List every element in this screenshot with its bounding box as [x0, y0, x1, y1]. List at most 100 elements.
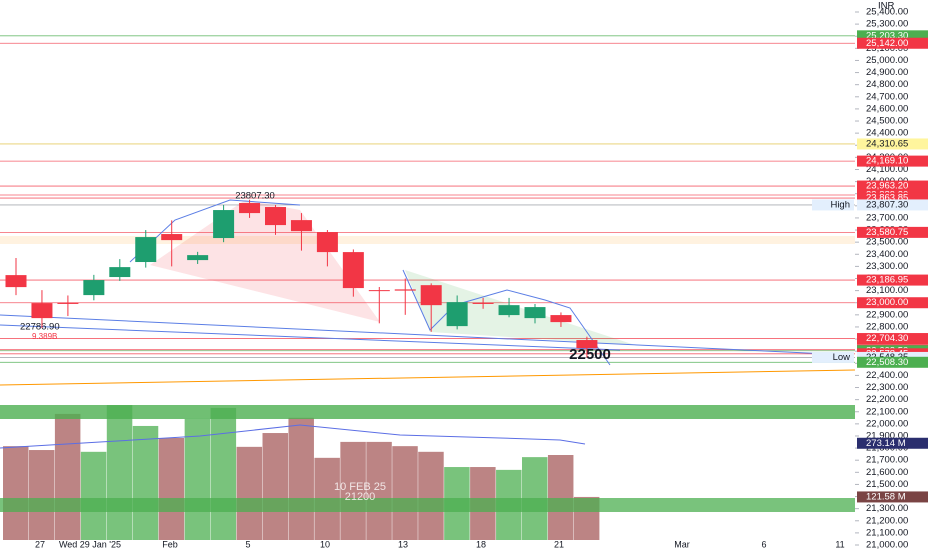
annotation: 10 FEB 25 — [334, 481, 386, 493]
volume-bar — [28, 450, 55, 540]
y-tick-label: 24,100.00 — [866, 164, 908, 175]
volume-bar — [340, 441, 366, 540]
candle-body — [83, 280, 105, 296]
pattern-shape — [405, 270, 635, 345]
price-badge — [857, 155, 928, 167]
candle-body — [420, 285, 442, 306]
y-tick-label: 25,000.00 — [866, 55, 908, 66]
candle-body — [5, 275, 27, 288]
y-tick-label: 21,100.00 — [866, 527, 908, 538]
volume-bar — [158, 438, 185, 540]
candle-body — [394, 289, 416, 291]
volume-badge-label: 273.14 M — [866, 438, 906, 449]
price-badge — [857, 30, 928, 42]
y-tick-label: 24,500.00 — [866, 116, 908, 127]
price-badge-label: 25,142.00 — [866, 38, 908, 49]
price-badge — [857, 356, 928, 368]
candle-body — [265, 207, 286, 226]
candle-body — [472, 302, 494, 304]
candle-body — [213, 210, 235, 239]
price-badge — [857, 37, 928, 49]
y-tick-label: 22,100.00 — [866, 406, 908, 417]
trend-line — [0, 314, 851, 356]
price-badge — [857, 297, 928, 309]
candle-body — [576, 340, 598, 349]
badge-tag — [812, 199, 854, 211]
candle-body — [316, 232, 338, 253]
price-badge-label: 22,704.30 — [866, 333, 908, 344]
y-tick-label: 22,900.00 — [866, 309, 908, 320]
zigzag — [402, 269, 611, 366]
price-badge-label: 23,807.30 — [866, 199, 908, 210]
y-tick-label: 22,400.00 — [866, 370, 908, 381]
volume-bar — [106, 405, 133, 540]
price-badge — [857, 226, 928, 238]
candle-body — [498, 305, 520, 316]
zone — [0, 236, 855, 244]
candle-body — [342, 252, 364, 289]
price-badge — [857, 180, 928, 192]
x-tick-label: Feb — [162, 539, 178, 549]
badge-tag — [812, 351, 854, 363]
y-tick-label: 23,300.00 — [866, 261, 908, 272]
price-badge — [857, 192, 928, 204]
candle-body — [57, 302, 79, 304]
volume-badge-label: 121.58 M — [866, 491, 906, 502]
candle-body — [109, 267, 131, 278]
x-tick-label: 10 — [320, 539, 330, 549]
volume-bar — [262, 433, 288, 540]
zone — [0, 498, 855, 512]
y-tick-label: 25,400.00 — [866, 7, 908, 18]
candle-body — [239, 203, 261, 214]
price-badge-label: 23,186.95 — [866, 275, 908, 286]
y-tick-label: 21,500.00 — [866, 479, 908, 490]
volume-bar — [418, 451, 444, 540]
candle-body — [187, 255, 209, 261]
price-badge — [857, 274, 928, 286]
price-badge-label: 24,310.65 — [866, 138, 908, 149]
y-tick-label: 24,600.00 — [866, 103, 908, 114]
volume-bar — [547, 455, 574, 540]
candle-body — [524, 307, 546, 319]
trend-line — [0, 369, 856, 386]
annotation: 22786.90 — [20, 322, 60, 333]
price-badge-label: 22,508.30 — [866, 357, 908, 368]
y-tick-label: 23,700.00 — [866, 212, 908, 223]
candle-body — [135, 237, 157, 263]
volume-bar — [80, 451, 107, 540]
volume-bar — [132, 425, 159, 540]
y-tick-label: 21,600.00 — [866, 467, 908, 478]
y-tick-label: 22,200.00 — [866, 394, 908, 405]
badge-tag-label: High — [830, 199, 850, 210]
x-tick-label: 13 — [398, 539, 408, 549]
annotation: 22500 — [569, 346, 611, 363]
trend-line — [0, 324, 621, 351]
y-tick-label: 22,300.00 — [866, 382, 908, 393]
volume-bar — [236, 446, 263, 540]
currency: INR — [878, 1, 895, 12]
x-tick-label: Mar — [674, 539, 690, 549]
zone — [0, 405, 855, 419]
pattern-shape — [150, 200, 380, 322]
y-tick-label: 23,100.00 — [866, 285, 908, 296]
x-tick-label: 21 — [554, 539, 564, 549]
price-badge-label: 25,203.30 — [866, 30, 908, 41]
candle-body — [446, 302, 468, 327]
price-badge-label: 23,580.75 — [866, 227, 908, 238]
candle-body — [290, 220, 312, 232]
candle-body — [161, 234, 183, 241]
x-tick-label: 6 — [761, 539, 766, 549]
volume-bar — [288, 417, 314, 540]
volume-bar — [392, 446, 418, 540]
y-tick-label: 24,800.00 — [866, 79, 908, 90]
volume-bar — [3, 446, 29, 540]
y-tick-label: 21,200.00 — [866, 515, 908, 526]
candle-body — [31, 303, 53, 319]
x-tick-label: 27 — [35, 539, 45, 549]
y-tick-label: 24,400.00 — [866, 128, 908, 139]
price-badge-label: 23,963.20 — [866, 181, 908, 192]
volume-badge — [857, 491, 928, 503]
y-tick-label: 21,000.00 — [866, 540, 908, 550]
y-tick-label: 22,800.00 — [866, 321, 908, 332]
